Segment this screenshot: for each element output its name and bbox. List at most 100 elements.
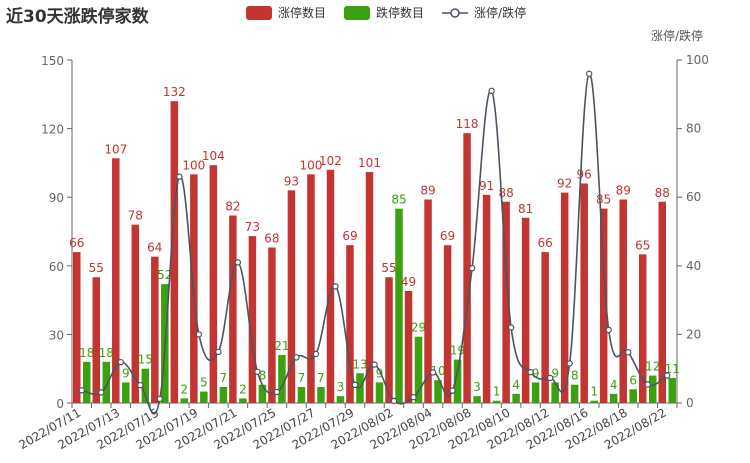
bar-fall-label: 52 xyxy=(157,268,172,282)
ratio-point xyxy=(273,388,281,396)
ratio-point xyxy=(117,358,124,366)
y-right-tick-label: 60 xyxy=(686,190,701,204)
bar-rise-label: 100 xyxy=(299,158,322,172)
bar-rise xyxy=(463,133,471,403)
bar-rise-label: 101 xyxy=(358,156,381,170)
bar-fall-label: 6 xyxy=(629,373,637,387)
y-left-tick-label: 120 xyxy=(41,123,64,137)
bar-rise xyxy=(424,199,432,403)
y-right-tick-label: 0 xyxy=(686,396,694,410)
bar-fall xyxy=(336,396,345,403)
bar-rise xyxy=(482,194,491,403)
bar-rise-label: 65 xyxy=(635,238,650,252)
bar-rise-label: 73 xyxy=(245,220,260,234)
bar-rise-label: 132 xyxy=(163,85,186,99)
ratio-point xyxy=(410,393,417,401)
legend-swatch-fall xyxy=(344,5,371,20)
bar-fall xyxy=(492,400,501,403)
bar-fall-label: 11 xyxy=(665,362,680,376)
bar-rise-label: 91 xyxy=(479,179,494,193)
bar-fall xyxy=(375,382,384,403)
bar-rise xyxy=(287,190,296,403)
bar-fall xyxy=(434,380,442,403)
bar-fall-label: 9 xyxy=(376,366,384,380)
bar-rise xyxy=(151,256,159,403)
bar-rise xyxy=(502,201,510,403)
bar-fall-label: 4 xyxy=(610,378,618,392)
bar-fall-label: 19 xyxy=(450,344,465,358)
bar-rise-label: 69 xyxy=(440,229,455,243)
bar-rise-label: 78 xyxy=(128,209,143,223)
bar-rise xyxy=(131,224,140,403)
ratio-point xyxy=(78,387,85,394)
bar-rise-label: 68 xyxy=(264,232,279,246)
bar-fall-label: 21 xyxy=(274,339,289,353)
bar-fall xyxy=(590,400,598,403)
bar-fall xyxy=(122,382,130,403)
bar-rise xyxy=(385,277,393,403)
bar-fall-label: 85 xyxy=(391,193,406,207)
bar-fall xyxy=(414,336,423,403)
y-left-tick-label: 60 xyxy=(49,260,64,274)
bar-rise xyxy=(112,158,120,403)
y-left-tick-label: 0 xyxy=(56,397,64,411)
bar-rise xyxy=(170,101,179,403)
bar-fall xyxy=(570,384,579,403)
bar-fall xyxy=(531,382,540,403)
bar-fall xyxy=(317,386,325,403)
bar-rise-label: 85 xyxy=(596,193,611,207)
bar-fall-label: 7 xyxy=(220,371,228,385)
bar-fall-label: 3 xyxy=(337,380,345,394)
bar-rise-label: 102 xyxy=(319,154,342,168)
bar-fall-label: 7 xyxy=(317,371,325,385)
legend-label-fall: 跌停数目 xyxy=(376,6,425,20)
bar-rise-label: 89 xyxy=(420,183,435,197)
ratio-point xyxy=(293,354,300,361)
ratio-point xyxy=(507,324,515,331)
bar-fall xyxy=(629,389,637,403)
bar-rise xyxy=(443,245,452,403)
bar-rise xyxy=(229,215,237,403)
bar-fall xyxy=(102,361,111,403)
legend-item-ratio[interactable]: 涨停/跌停 xyxy=(442,4,526,21)
bar-rise xyxy=(209,165,218,403)
ratio-point xyxy=(527,368,534,376)
legend-label-rise: 涨停数目 xyxy=(278,6,327,20)
ratio-point xyxy=(429,369,437,376)
ratio-point xyxy=(546,374,554,382)
bar-rise-label: 69 xyxy=(342,229,357,243)
bar-fall xyxy=(551,382,559,403)
bar-rise xyxy=(521,217,530,403)
bar-fall xyxy=(141,368,150,403)
bar-fall xyxy=(239,398,247,403)
bar-rise-label: 118 xyxy=(456,117,479,131)
bar-rise-label: 89 xyxy=(616,183,631,197)
y-left-tick-label: 90 xyxy=(49,191,64,205)
bar-rise xyxy=(658,201,666,403)
bar-fall-label: 13 xyxy=(352,357,367,371)
bar-rise-label: 100 xyxy=(182,158,205,172)
bar-rise-label: 93 xyxy=(284,174,299,188)
bar-fall-label: 3 xyxy=(473,380,481,394)
bar-fall-label: 1 xyxy=(493,385,501,399)
ratio-point xyxy=(176,173,183,180)
legend-item-rise[interactable]: 涨停数目 xyxy=(246,4,326,21)
ratio-point xyxy=(605,326,612,334)
y-left-tick-label: 150 xyxy=(41,54,64,68)
bar-fall-label: 2 xyxy=(239,382,247,396)
bar-fall-label: 2 xyxy=(181,382,189,396)
bar-fall-label: 18 xyxy=(79,346,94,360)
bar-fall-label: 1 xyxy=(590,385,598,399)
ratio-point xyxy=(644,381,651,388)
legend-item-fall[interactable]: 跌停数目 xyxy=(344,4,424,21)
bar-fall xyxy=(219,386,228,403)
ratio-point xyxy=(215,348,222,356)
y-left-tick-label: 30 xyxy=(49,328,64,342)
ratio-point xyxy=(664,372,671,379)
bar-rise xyxy=(346,245,354,403)
bar-rise xyxy=(92,277,101,403)
ratio-point xyxy=(585,70,593,77)
y-right-tick-label: 80 xyxy=(686,122,701,136)
bar-rise-label: 107 xyxy=(104,142,127,156)
